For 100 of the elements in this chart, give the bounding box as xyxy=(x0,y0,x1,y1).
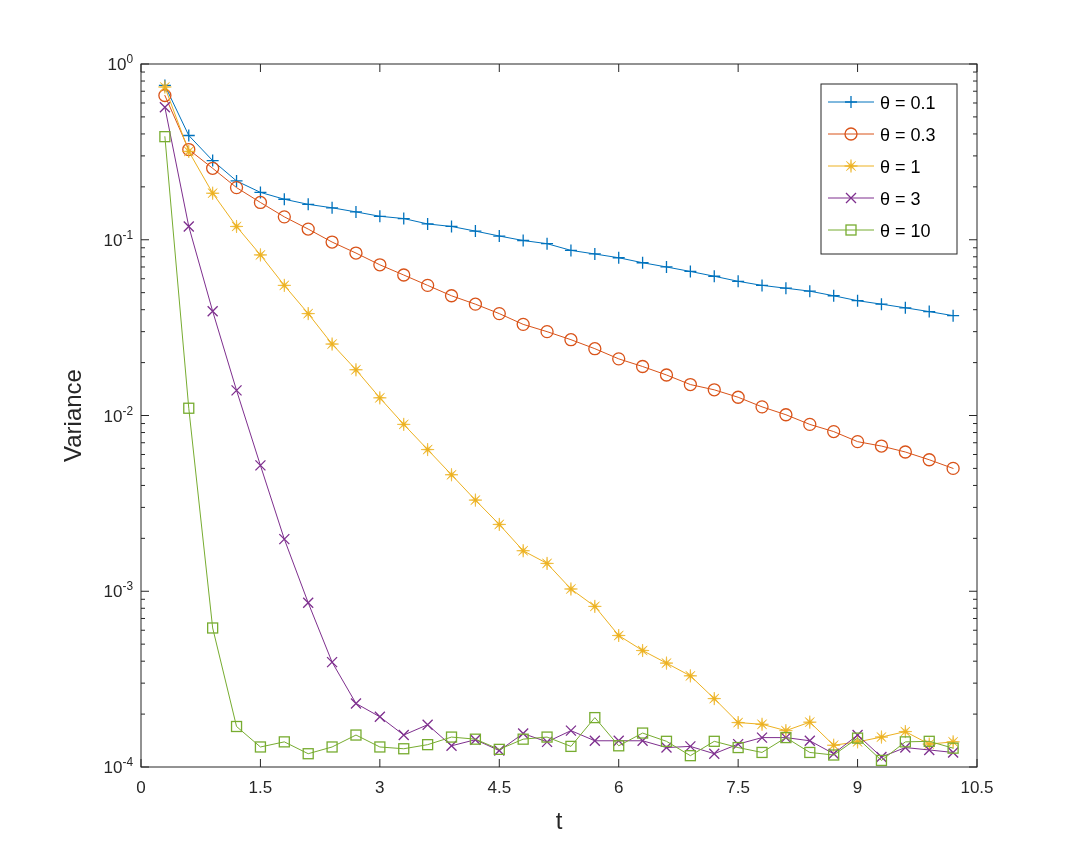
point xyxy=(302,748,314,760)
point xyxy=(874,730,889,744)
point xyxy=(589,711,601,724)
point xyxy=(445,740,458,752)
point xyxy=(683,264,698,279)
point xyxy=(301,306,315,321)
point xyxy=(922,304,936,319)
point xyxy=(397,211,411,226)
point xyxy=(707,269,721,283)
point xyxy=(804,746,816,759)
point xyxy=(468,297,483,311)
point xyxy=(277,210,291,224)
point xyxy=(516,543,530,558)
point xyxy=(421,739,434,751)
point xyxy=(732,741,744,754)
point xyxy=(516,233,530,248)
point xyxy=(684,740,697,753)
point xyxy=(707,383,721,397)
legend-label: θ = 10 xyxy=(880,221,931,241)
point xyxy=(660,735,673,747)
point xyxy=(398,729,410,741)
point xyxy=(182,128,196,143)
point xyxy=(420,217,435,231)
x-tick-label: 1.5 xyxy=(248,778,273,797)
point xyxy=(253,185,268,200)
point xyxy=(588,247,602,261)
point xyxy=(540,237,554,251)
point xyxy=(635,643,650,658)
point xyxy=(946,461,960,476)
point xyxy=(159,131,171,143)
point xyxy=(683,669,698,683)
point xyxy=(827,424,841,439)
point xyxy=(827,289,841,303)
point xyxy=(732,738,744,750)
point xyxy=(731,715,745,730)
point xyxy=(207,305,219,317)
point xyxy=(875,754,888,767)
point xyxy=(325,337,339,351)
point xyxy=(517,727,529,740)
y-tick-label: 10$^{-4}$ xyxy=(103,755,134,777)
point xyxy=(325,235,339,249)
x-tick-label: 4.5 xyxy=(487,778,512,797)
point xyxy=(635,256,650,270)
point xyxy=(349,362,363,377)
point xyxy=(374,741,386,753)
point xyxy=(540,556,554,571)
point xyxy=(804,735,816,747)
point xyxy=(229,174,244,188)
point xyxy=(779,281,793,295)
point xyxy=(492,517,507,532)
point xyxy=(636,735,649,747)
point xyxy=(947,746,959,759)
point xyxy=(826,738,841,753)
point xyxy=(755,400,769,414)
point xyxy=(492,229,506,243)
legend-label: θ = 3 xyxy=(880,189,921,209)
point xyxy=(277,278,292,293)
y-tick-label: 10$^{-3}$ xyxy=(103,579,134,602)
point xyxy=(564,243,578,258)
point xyxy=(541,731,553,743)
point xyxy=(612,251,626,265)
point xyxy=(875,751,888,763)
point xyxy=(803,715,817,729)
point xyxy=(373,258,387,272)
point xyxy=(588,599,602,614)
point xyxy=(254,741,267,753)
y-tick-label: 10$^{-1}$ xyxy=(103,227,134,250)
point xyxy=(755,717,769,732)
point xyxy=(278,533,290,545)
point xyxy=(850,434,865,449)
point xyxy=(850,294,865,308)
point xyxy=(301,197,315,211)
point xyxy=(565,740,577,753)
point xyxy=(707,691,722,706)
x-tick-label: 7.5 xyxy=(726,778,750,797)
point xyxy=(636,727,649,739)
legend-label: θ = 1 xyxy=(880,157,921,177)
point xyxy=(708,748,720,760)
point xyxy=(540,325,554,339)
point xyxy=(301,222,315,236)
point xyxy=(756,731,768,744)
point xyxy=(253,248,268,262)
legend-label: θ = 0.3 xyxy=(880,125,936,145)
point xyxy=(277,192,291,206)
point xyxy=(468,493,483,507)
x-tick-label: 0 xyxy=(136,778,146,797)
point xyxy=(325,201,339,215)
point xyxy=(659,260,674,274)
point xyxy=(708,735,720,747)
point xyxy=(349,246,363,260)
point xyxy=(589,735,601,747)
point xyxy=(206,161,220,175)
x-tick-label: 9 xyxy=(852,778,863,797)
point xyxy=(803,284,817,298)
point xyxy=(374,711,386,723)
point xyxy=(898,724,913,739)
point xyxy=(613,735,625,747)
point xyxy=(420,278,435,293)
point xyxy=(373,209,387,223)
point xyxy=(444,289,459,303)
